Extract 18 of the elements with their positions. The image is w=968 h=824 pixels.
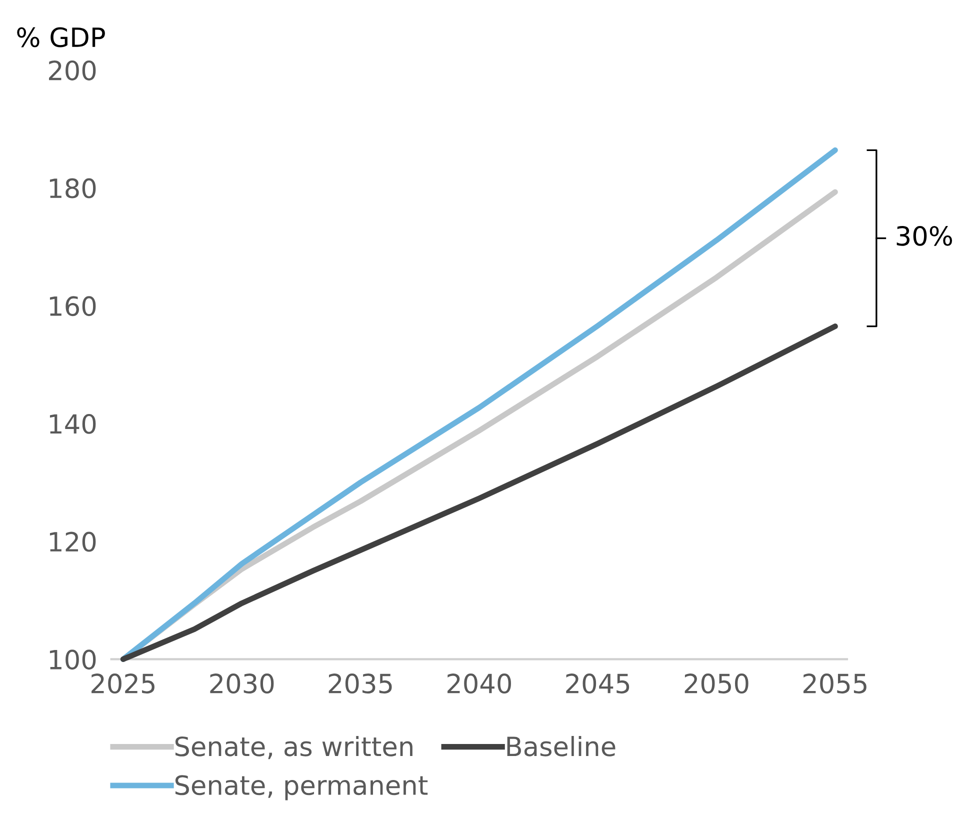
text: 30%	[896, 226, 952, 246]
y-tick-label: 200	[48, 60, 96, 80]
y-tick-label: 160	[50, 296, 96, 316]
y-tick-label: 100	[50, 650, 96, 670]
x-tick-label: 2050	[684, 674, 748, 694]
legend-label: Senate, as written	[175, 736, 412, 760]
x-tick-label: 2040	[448, 674, 511, 694]
y-tick-label: 180	[50, 178, 96, 198]
x-tick-label: 2035	[328, 674, 392, 694]
x-tick-label: 2030	[210, 674, 274, 694]
x-tick-label: 2055	[803, 674, 866, 694]
y-tick-label: 140	[50, 414, 96, 434]
y-axis-title: % GDP	[17, 27, 105, 48]
legend-label: Senate, permanent	[175, 775, 428, 800]
x-tick-label: 2025	[92, 674, 154, 694]
y-tick-label: 120	[50, 532, 96, 552]
x-tick-label: 2045	[566, 674, 630, 694]
legend-label: Baseline	[507, 736, 616, 756]
